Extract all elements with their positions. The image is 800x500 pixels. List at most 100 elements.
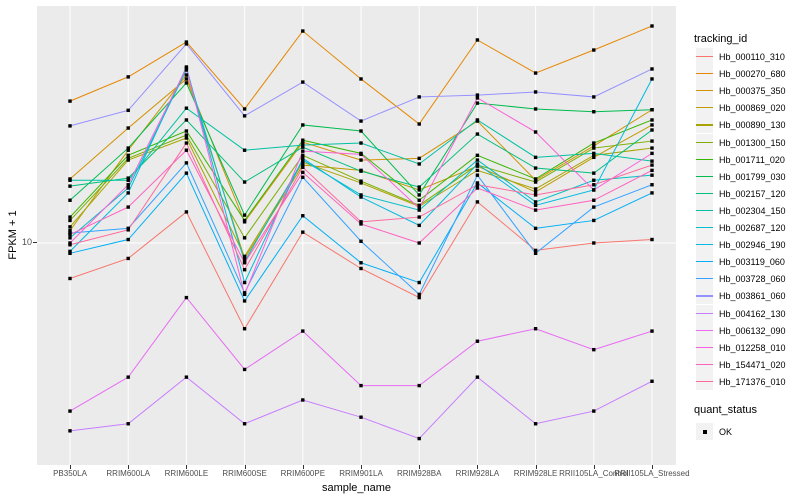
data-point (533, 187, 538, 191)
legend-key (696, 338, 713, 356)
data-point (68, 228, 72, 233)
data-point (592, 198, 596, 202)
data-point (359, 383, 363, 388)
data-point (533, 107, 538, 111)
data-point (301, 138, 305, 142)
legend-label: Hb_000890_130 (719, 120, 786, 131)
data-point (242, 267, 247, 272)
data-point (242, 292, 247, 297)
data-point (650, 237, 654, 242)
data-point (592, 188, 596, 192)
data-point (592, 183, 596, 187)
data-point (359, 129, 363, 133)
data-point (475, 162, 480, 166)
data-point (533, 327, 538, 331)
data-point (533, 71, 538, 75)
legend-key (696, 99, 713, 117)
data-point (126, 186, 130, 190)
data-point (417, 198, 421, 202)
x-tick-label-RRIM600PE: RRIM600PE (280, 469, 326, 478)
data-point (475, 186, 480, 190)
data-point (592, 48, 596, 52)
legend-key-ok (696, 423, 713, 440)
x-axis-title: sample_name (321, 482, 392, 494)
data-point (126, 183, 130, 187)
data-point (301, 163, 305, 167)
data-point (592, 178, 596, 182)
legend-line-swatch (696, 380, 713, 383)
data-point (650, 67, 654, 71)
x-tick-label-RRIM928BA: RRIM928BA (396, 469, 442, 478)
data-point (650, 128, 654, 132)
data-point (184, 141, 189, 145)
data-point (68, 184, 72, 188)
x-tick-label-RRIM928LE: RRIM928LE (513, 469, 558, 478)
data-point (650, 163, 654, 167)
data-point (359, 239, 363, 243)
legend-key (696, 116, 713, 134)
data-point (126, 156, 130, 161)
data-point (417, 241, 421, 245)
data-point (242, 114, 247, 118)
data-point (533, 422, 538, 426)
data-point (301, 329, 305, 333)
data-point (650, 329, 654, 333)
legend-title-tracking-id: tracking_id (694, 33, 748, 45)
legend-line-swatch (696, 56, 713, 58)
x-tick-mark (70, 465, 71, 469)
legend-key (696, 287, 713, 305)
legend-line-swatch (696, 244, 713, 246)
legend-label: Hb_000869_020 (719, 103, 786, 114)
data-point (417, 206, 421, 210)
data-point (592, 347, 596, 352)
data-point (242, 422, 247, 426)
data-point (301, 160, 305, 164)
x-tick-mark (361, 465, 362, 469)
data-point (184, 375, 189, 379)
data-point (417, 156, 421, 161)
data-point (592, 95, 596, 99)
data-point (650, 139, 654, 143)
data-point (650, 379, 654, 383)
legend-line-swatch (696, 329, 713, 331)
data-point (126, 158, 130, 162)
x-tick-mark (128, 465, 130, 469)
legend-key (696, 270, 713, 288)
legend-key (696, 65, 713, 83)
data-point (650, 24, 654, 28)
data-point (301, 123, 305, 127)
data-point (68, 276, 72, 281)
legend-label: Hb_154471_020 (719, 359, 786, 370)
data-point (359, 220, 363, 224)
data-point (533, 180, 538, 184)
x-tick-mark (419, 465, 421, 469)
data-point (417, 122, 421, 126)
x-tick-label-RRIM600LA: RRIM600LA (106, 469, 150, 478)
data-point (417, 436, 421, 441)
data-point (126, 153, 130, 158)
data-point (592, 171, 596, 175)
data-point (68, 218, 72, 223)
legend-line-swatch (696, 107, 713, 109)
data-point (417, 383, 421, 388)
data-point (126, 148, 130, 152)
data-point (68, 251, 72, 256)
data-point (475, 339, 480, 343)
data-point (242, 299, 247, 303)
legend-label: Hb_003861_060 (719, 291, 786, 302)
data-point (68, 99, 72, 103)
data-point (126, 126, 130, 130)
data-point (475, 132, 480, 136)
data-point (592, 409, 596, 413)
data-point (68, 225, 72, 229)
data-point (417, 162, 421, 166)
data-point (242, 107, 247, 111)
data-point (184, 295, 189, 300)
legend-label: Hb_006132_090 (719, 325, 786, 336)
legend-label: Hb_001300_150 (719, 137, 786, 148)
data-point (301, 153, 305, 158)
legend-line-swatch (696, 175, 713, 177)
legend-key (696, 219, 713, 236)
data-point (301, 145, 305, 149)
data-point (592, 146, 596, 150)
